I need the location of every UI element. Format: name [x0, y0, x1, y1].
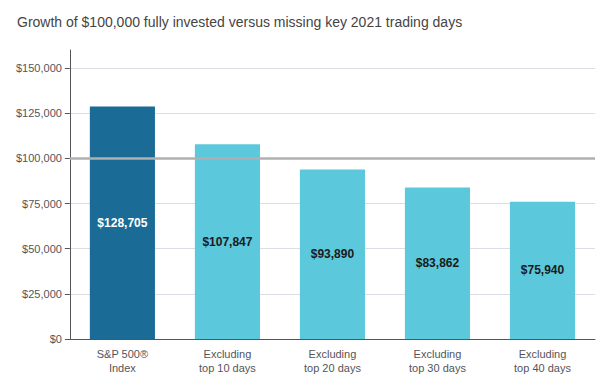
svg-text:$50,000: $50,000 — [22, 243, 62, 255]
svg-text:$125,000: $125,000 — [16, 107, 62, 119]
svg-text:$100,000: $100,000 — [16, 152, 62, 164]
svg-text:Excluding: Excluding — [519, 348, 567, 360]
svg-text:$93,890: $93,890 — [311, 247, 355, 261]
svg-text:Excluding: Excluding — [204, 348, 252, 360]
svg-text:Index: Index — [109, 362, 136, 374]
svg-text:$83,862: $83,862 — [416, 256, 460, 270]
svg-text:top 20 days: top 20 days — [304, 362, 361, 374]
svg-text:$128,705: $128,705 — [97, 216, 147, 230]
svg-text:S&P 500®: S&P 500® — [97, 348, 148, 360]
svg-text:$75,940: $75,940 — [521, 263, 565, 277]
svg-text:Growth of $100,000 fully inves: Growth of $100,000 fully invested versus… — [17, 14, 462, 30]
svg-text:Excluding: Excluding — [414, 348, 462, 360]
svg-text:$0: $0 — [50, 333, 62, 345]
svg-text:top 10 days: top 10 days — [199, 362, 256, 374]
svg-text:$75,000: $75,000 — [22, 198, 62, 210]
svg-text:$25,000: $25,000 — [22, 288, 62, 300]
svg-text:top 30 days: top 30 days — [409, 362, 466, 374]
svg-text:top 40 days: top 40 days — [514, 362, 571, 374]
svg-text:$107,847: $107,847 — [202, 235, 252, 249]
svg-text:Excluding: Excluding — [309, 348, 357, 360]
svg-text:$150,000: $150,000 — [16, 62, 62, 74]
